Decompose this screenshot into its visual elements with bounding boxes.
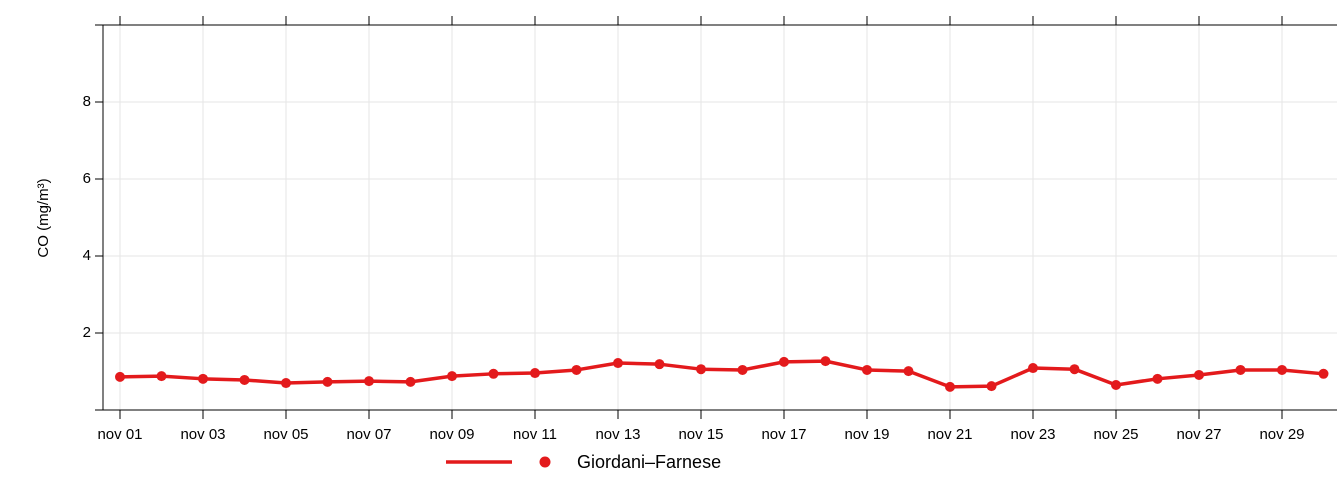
data-point [1028,363,1038,374]
y-tick-label: 2 [83,324,91,341]
x-tick-label: nov 05 [263,426,308,443]
x-tick-label: nov 25 [1093,426,1138,443]
data-point [364,376,374,387]
data-point [1069,364,1080,375]
data-point [1194,369,1204,380]
legend-label: Giordani–Farnese [577,452,721,472]
data-point [115,371,125,382]
x-tick-label: nov 11 [513,426,557,443]
data-point [530,368,540,379]
x-tick-label: nov 19 [844,426,889,443]
data-point [1111,379,1121,390]
x-tick-label: nov 29 [1259,426,1304,443]
x-tick-label: nov 15 [678,426,723,443]
data-point [198,373,208,384]
x-tick-label: nov 17 [761,426,806,443]
data-line [119,359,1324,389]
data-point [903,366,914,377]
x-tick-label: nov 27 [1176,426,1221,443]
data-point [405,376,416,387]
data-point [986,381,997,392]
data-point [945,381,955,392]
data-point [447,371,457,382]
data-point [1152,373,1163,384]
data-point [156,371,167,382]
y-tick-label: 8 [83,93,91,110]
x-tick-label: nov 09 [429,426,474,443]
data-point [1277,364,1287,375]
data-point [322,376,333,387]
data-point [488,368,499,379]
x-tick-label: nov 13 [595,426,640,443]
x-tick-label: nov 03 [180,426,225,443]
x-tick-label: nov 01 [97,426,142,443]
data-point [239,374,250,385]
data-point [281,378,291,389]
data-point [571,364,582,375]
data-point [654,359,665,370]
data-point [1318,368,1329,379]
data-point [820,356,831,367]
y-tick-label: 6 [83,170,91,187]
data-point [737,364,748,375]
x-tick-label: nov 23 [1010,426,1055,443]
data-point [1235,364,1246,375]
y-axis-title: CO (mg/m³) [35,178,52,257]
legend-marker [539,456,551,468]
data-point [613,358,623,369]
y-tick-label: 4 [83,247,91,264]
x-tick-label: nov 21 [927,426,972,443]
data-point [696,364,706,375]
data-point [779,356,789,367]
data-point [862,364,872,375]
x-tick-label: nov 07 [346,426,391,443]
